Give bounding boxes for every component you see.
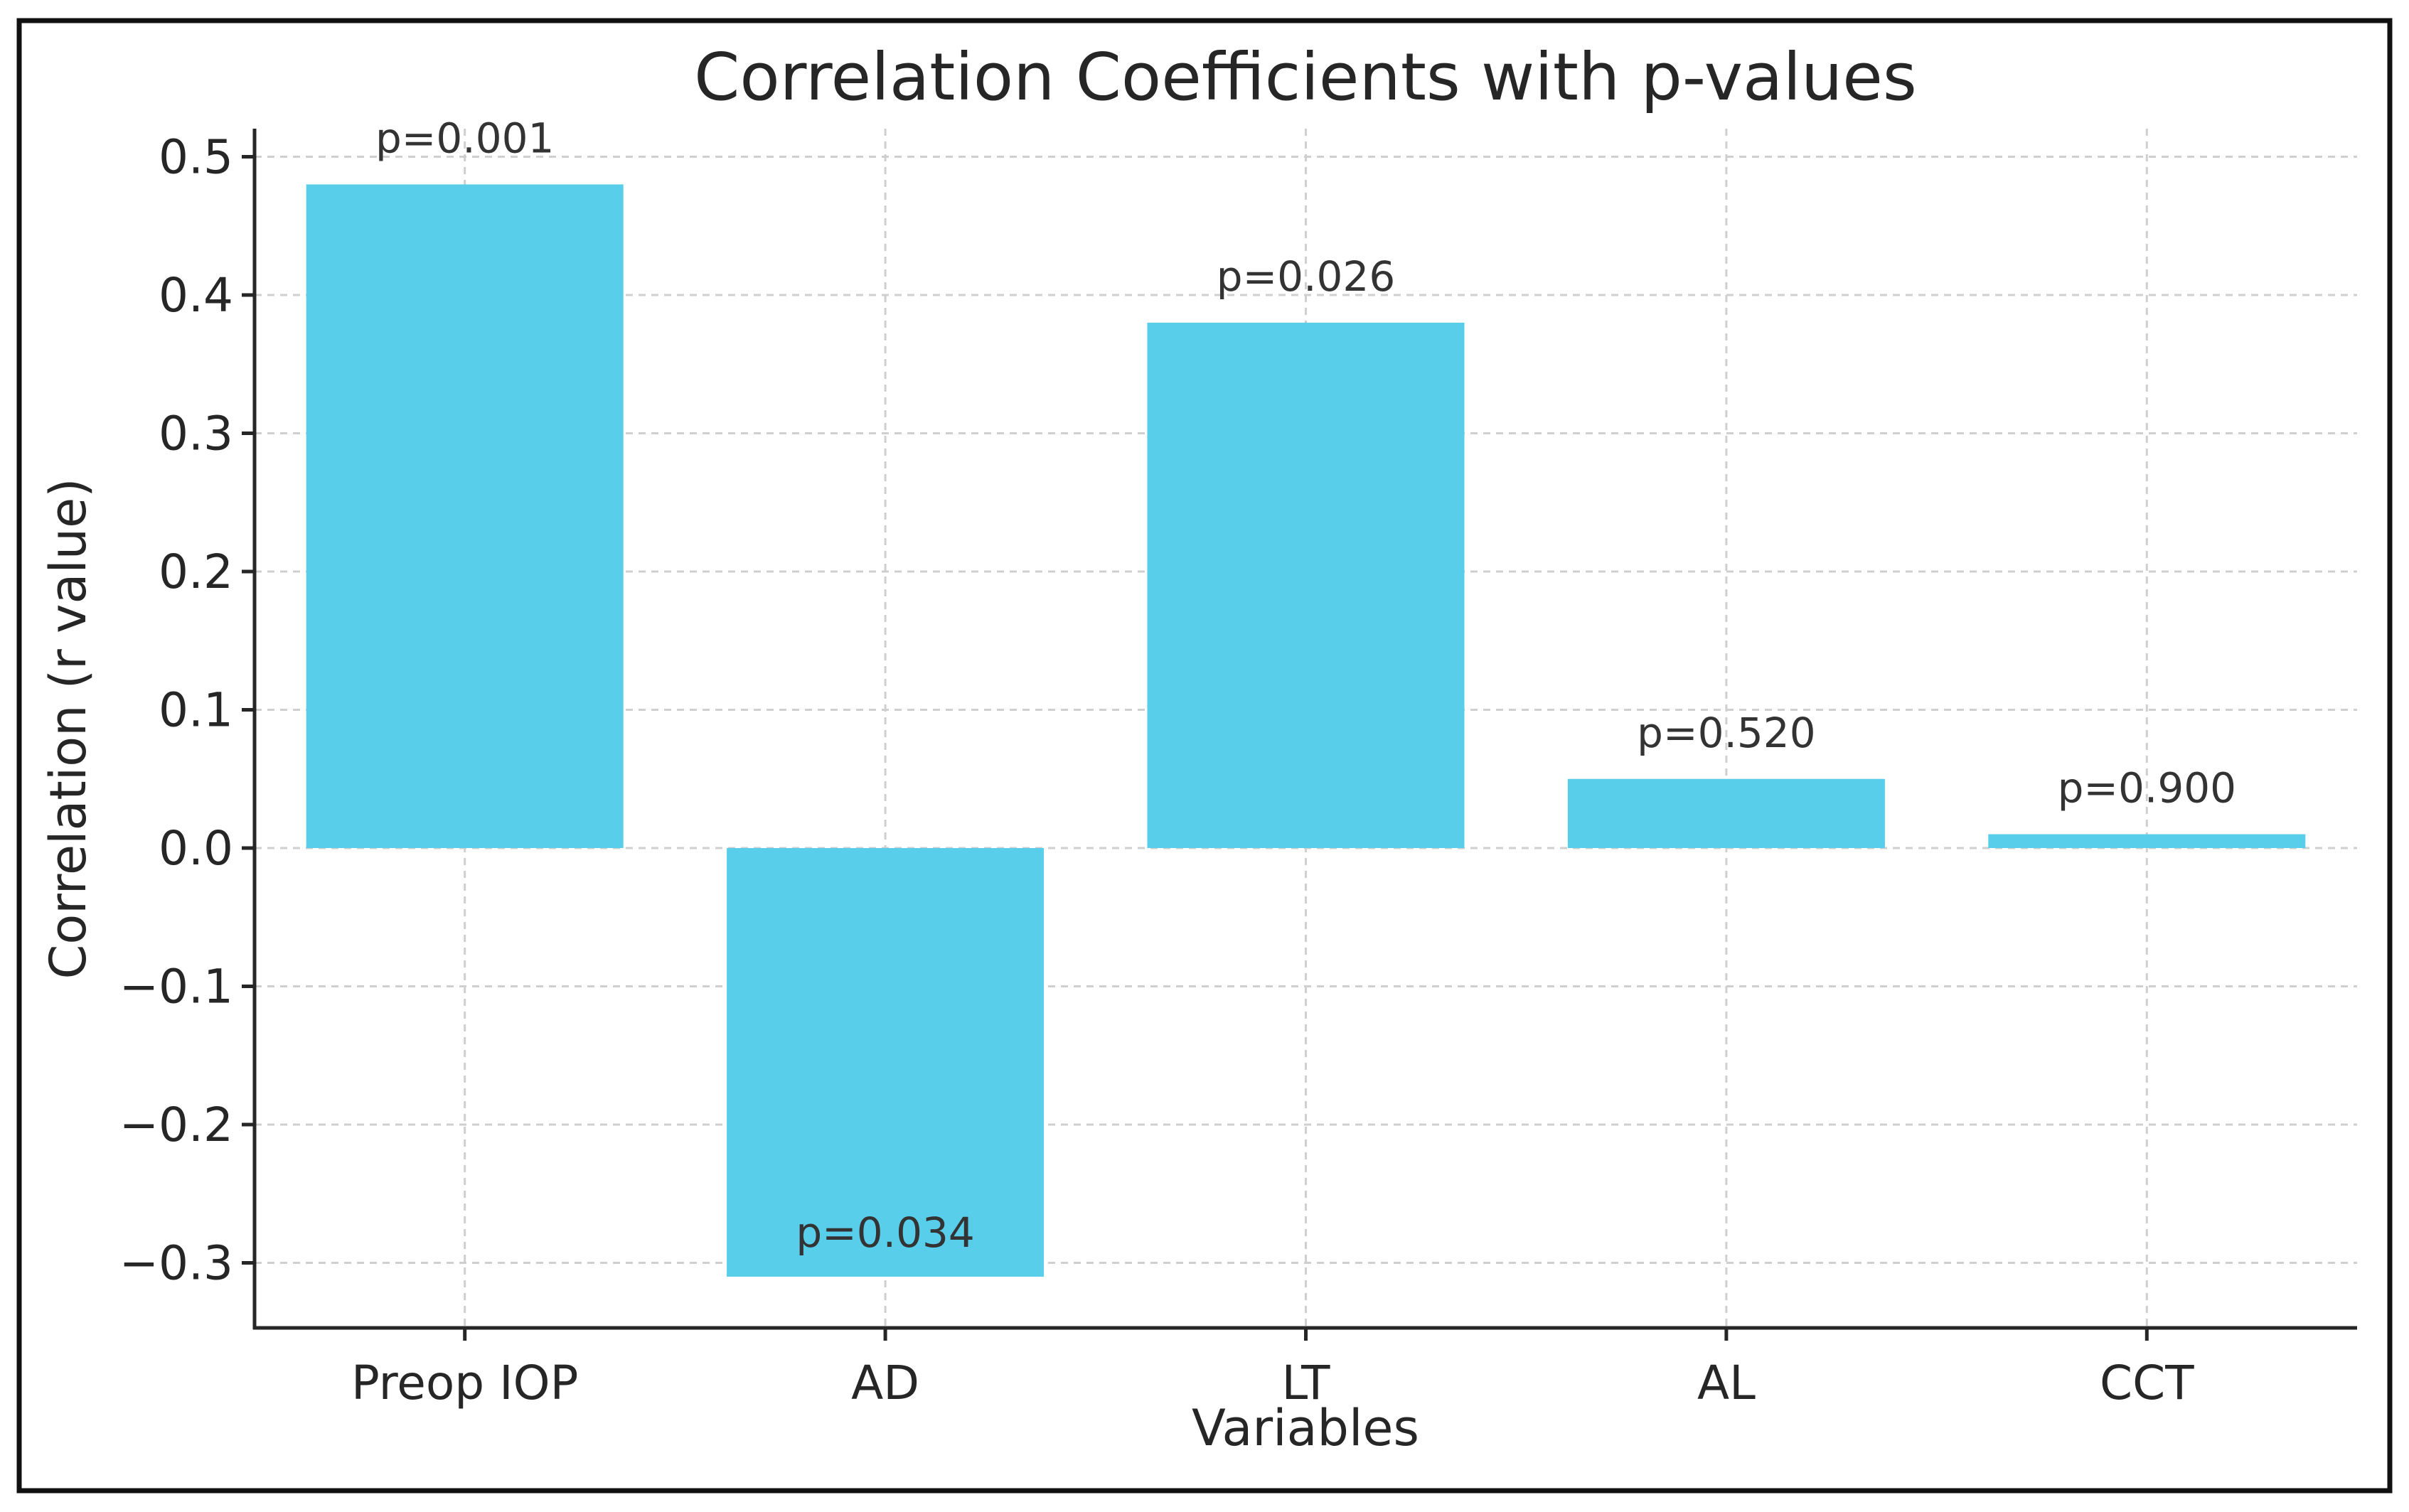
x-tick-label: Preop IOP: [351, 1356, 578, 1410]
x-tick-label: CCT: [2100, 1356, 2194, 1410]
chart-title: Correlation Coefficients with p-values: [694, 39, 1917, 115]
bar-lt: [1147, 322, 1465, 848]
y-tick-label: −0.1: [119, 960, 233, 1014]
y-tick-label: 0.0: [159, 821, 233, 876]
p-value-label: p=0.520: [1637, 709, 1815, 757]
bars: [306, 184, 2306, 1277]
p-value-label: p=0.026: [1217, 252, 1395, 301]
x-tick-label: AL: [1697, 1356, 1756, 1410]
y-tick-label: 0.2: [159, 545, 233, 599]
x-tick-label: AD: [851, 1356, 919, 1410]
bar-cct: [1988, 834, 2306, 848]
x-ticks: Preop IOP AD LT AL CCT: [351, 1328, 2194, 1410]
y-tick-label: −0.3: [119, 1236, 233, 1291]
p-value-labels: p=0.001 p=0.034 p=0.026 p=0.520 p=0.900: [375, 114, 2236, 1257]
x-tick-label: LT: [1282, 1356, 1331, 1410]
y-tick-label: 0.1: [159, 683, 233, 738]
p-value-label: p=0.034: [796, 1208, 974, 1257]
p-value-label: p=0.900: [2058, 764, 2236, 813]
x-axis-label: Variables: [1192, 1399, 1419, 1457]
y-tick-label: 0.4: [159, 268, 233, 323]
bar-ad: [727, 848, 1045, 1277]
bar-al: [1567, 778, 1885, 848]
y-tick-label: −0.2: [119, 1098, 233, 1152]
bar-preop-iop: [306, 184, 624, 848]
y-ticks: −0.3 −0.2 −0.1 0.0 0.1 0.2 0.3 0.4 0.5: [119, 130, 255, 1291]
p-value-label: p=0.001: [375, 114, 554, 162]
y-tick-label: 0.5: [159, 130, 233, 185]
y-axis-label: Correlation (r value): [39, 478, 97, 979]
y-tick-label: 0.3: [159, 407, 233, 461]
